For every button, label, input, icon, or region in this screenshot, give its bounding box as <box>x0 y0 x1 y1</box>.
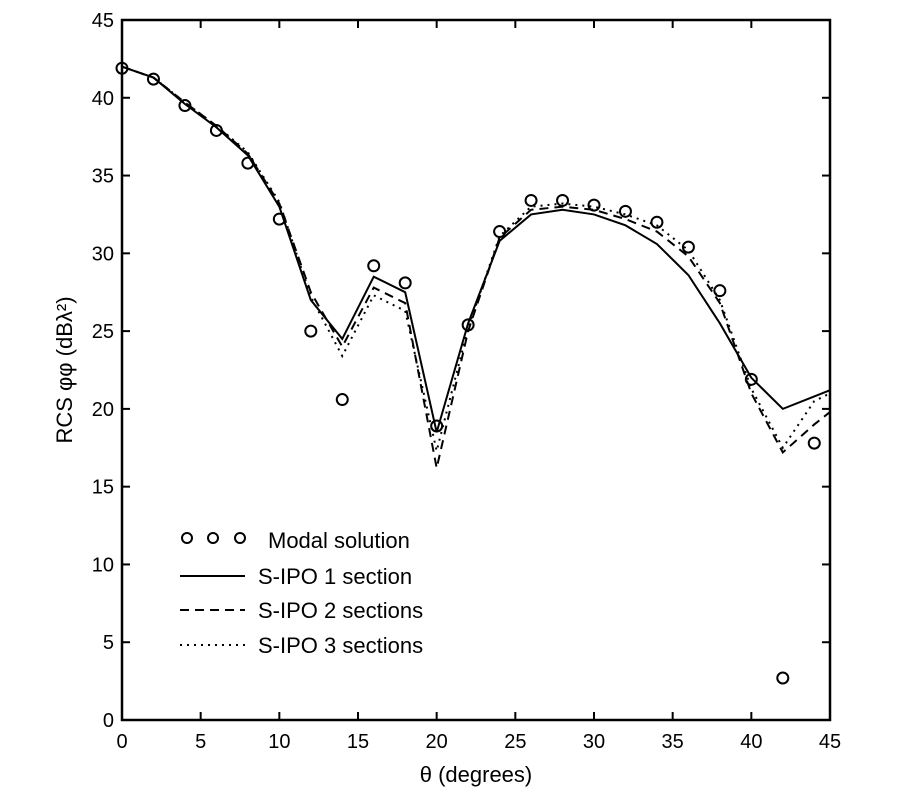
legend-marker <box>181 532 193 544</box>
y-tick-label: 30 <box>92 243 114 265</box>
data-point <box>587 198 601 212</box>
x-tick-label: 35 <box>662 731 684 753</box>
data-point <box>146 72 160 86</box>
legend-item: Modal solution <box>181 528 410 553</box>
series-modal-solution <box>115 61 821 685</box>
y-tick-label: 20 <box>92 399 114 421</box>
series-s-ipo-1-section <box>121 65 831 433</box>
legend-marker <box>207 532 219 544</box>
data-point <box>398 276 412 290</box>
y-tick-label: 35 <box>92 166 114 188</box>
data-point <box>807 436 821 450</box>
x-tick-label: 30 <box>583 731 605 753</box>
data-point <box>618 204 632 218</box>
legend-item: S-IPO 1 section <box>180 564 412 589</box>
plot-frame <box>120 18 832 722</box>
y-tick-label: 5 <box>103 632 114 654</box>
data-point <box>335 393 349 407</box>
legend-item: S-IPO 3 sections <box>180 633 423 658</box>
x-tick-label: 40 <box>740 731 762 753</box>
y-tick-label: 15 <box>92 477 114 499</box>
data-point <box>713 284 727 298</box>
y-tick-label: 0 <box>103 710 114 732</box>
x-tick-label: 5 <box>195 731 206 753</box>
series-line <box>121 65 831 469</box>
x-tick-label: 25 <box>504 731 526 753</box>
data-point <box>650 215 664 229</box>
data-point <box>776 671 790 685</box>
legend-item: S-IPO 2 sections <box>180 598 423 623</box>
series-line <box>121 65 831 433</box>
series-s-ipo-3-sections <box>121 65 831 452</box>
series-line <box>121 65 831 452</box>
y-tick-label: 40 <box>92 88 114 110</box>
axis-ticks: 0 5 10 15 20 25 30 35 40 45 0 5 10 15 20 25 30 35 40 45 <box>92 10 841 753</box>
x-tick-label: 0 <box>116 731 127 753</box>
legend-label: Modal solution <box>268 528 410 553</box>
y-tick-label: 45 <box>92 10 114 32</box>
x-tick-label: 45 <box>819 731 841 753</box>
x-tick-label: 20 <box>426 731 448 753</box>
x-axis-label: θ (degrees) <box>420 762 533 787</box>
y-axis-label: RCS φφ (dBλ²) <box>52 296 77 443</box>
data-point <box>367 259 381 273</box>
data-point <box>493 225 507 239</box>
legend-label: S-IPO 2 sections <box>258 598 423 623</box>
data-point <box>524 193 538 207</box>
legend-marker <box>234 532 246 544</box>
x-tick-label: 10 <box>268 731 290 753</box>
y-tick-label: 10 <box>92 554 114 576</box>
legend-label: S-IPO 1 section <box>258 564 412 589</box>
plot-marks <box>115 61 831 685</box>
data-point <box>744 372 758 386</box>
x-tick-label: 15 <box>347 731 369 753</box>
y-tick-label: 25 <box>92 321 114 343</box>
legend: Modal solution S-IPO 1 section S-IPO 2 sec… <box>180 528 423 658</box>
data-point <box>304 324 318 338</box>
legend-label: S-IPO 3 sections <box>258 633 423 658</box>
series-s-ipo-2-sections <box>121 65 831 469</box>
data-point <box>681 240 695 254</box>
